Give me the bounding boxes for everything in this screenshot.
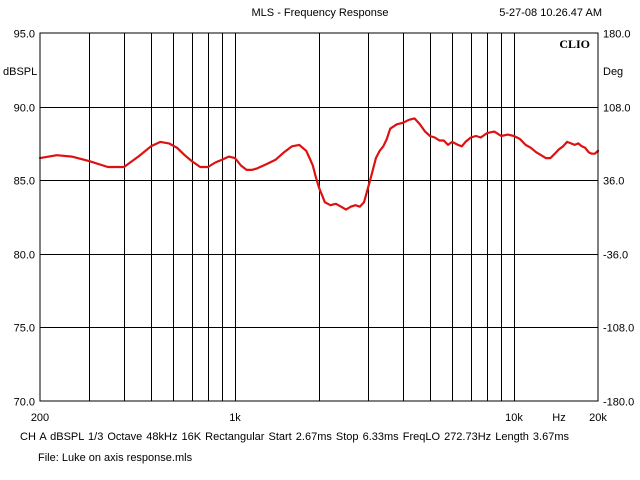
response-curve: [38, 117, 600, 211]
x-tick-label: 20k: [589, 412, 607, 424]
y2-tick-label: -108.0: [603, 323, 634, 335]
x-tick-label: 200: [31, 412, 49, 424]
y-tick-label: 90.0: [14, 103, 35, 115]
y-tick-label: 80.0: [14, 250, 35, 262]
x-axis-label: Hz: [552, 412, 565, 424]
x-tick-label: 1k: [229, 412, 241, 424]
plot-frame: [39, 32, 599, 402]
x-tick-label: 10k: [505, 412, 523, 424]
brand-logo: CLIO: [559, 37, 590, 51]
y-tick-label: 70.0: [14, 397, 35, 409]
file-name: File: Luke on axis response.mls: [38, 452, 193, 464]
grid: [40, 33, 598, 401]
y2-tick-label: -180.0: [603, 397, 634, 409]
y2-tick-label: 180.0: [603, 29, 631, 41]
data-layer: [38, 117, 600, 211]
measurement-parameters: CH A dBSPL 1/3 Octave 48kHz 16K Rectangu…: [20, 431, 569, 443]
y2-tick-label: 108.0: [603, 103, 631, 115]
y2-axis-label: Deg: [603, 66, 623, 78]
y-tick-label: 95.0: [14, 29, 35, 41]
chart-title: MLS - Frequency Response: [251, 7, 389, 19]
y-tick-label: 85.0: [14, 176, 35, 188]
y-tick-label: 75.0: [14, 323, 35, 335]
y-axis-label: dBSPL: [3, 66, 37, 78]
y2-tick-label: 36.0: [603, 176, 624, 188]
timestamp: 5-27-08 10.26.47 AM: [499, 7, 602, 19]
axis-labels: 95.0 180.0 90.0 108.0 85.0 36.0 80.0 -36.0 75.0 -…: [3, 29, 634, 425]
y2-tick-label: -36.0: [603, 250, 628, 262]
